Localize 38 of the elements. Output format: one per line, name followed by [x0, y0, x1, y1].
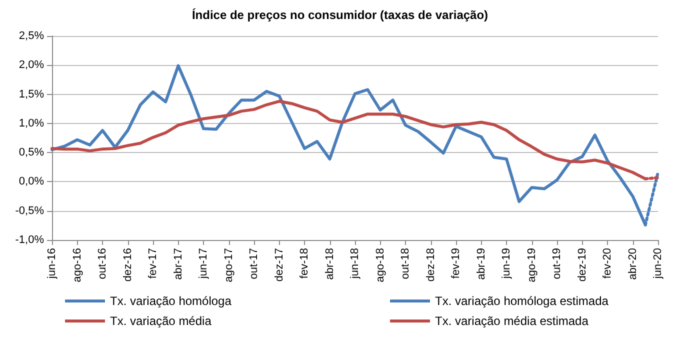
x-tick-label: fev-20 [602, 248, 614, 279]
legend-label: Tx. variação homóloga [110, 294, 232, 308]
x-tick-label: out-16 [96, 248, 108, 280]
x-tick-label: fev-17 [147, 248, 159, 279]
x-tick-label: jun-20 [652, 248, 664, 280]
x-tick-label: ago-17 [222, 248, 235, 282]
x-tick-label: abr-19 [475, 248, 488, 280]
x-tick-label: jun-16 [46, 248, 58, 280]
y-tick-label: 2,0% [18, 59, 44, 72]
x-tick-label: out-17 [248, 248, 260, 280]
x-tick-label: ago-19 [526, 248, 538, 282]
x-tick-label: abr-20 [626, 248, 639, 280]
x-tick-label: dez-16 [122, 248, 134, 282]
y-tick-label: 1,0% [18, 117, 44, 130]
x-tick-label: jun-19 [500, 248, 512, 280]
x-tick-label: out-18 [400, 248, 412, 280]
x-tick-label: ago-18 [374, 248, 386, 282]
y-tick-label: -0,5% [15, 204, 44, 217]
y-tick-label: 0,0% [18, 176, 44, 188]
legend-label: Tx. variação média [110, 314, 212, 328]
y-tick-label: -1,0% [15, 234, 44, 246]
y-tick-label: 2,5% [18, 30, 44, 42]
x-tick-label: dez-17 [273, 248, 286, 282]
x-tick-label: ago-16 [71, 248, 84, 282]
x-tick-label: jun-18 [349, 248, 361, 280]
legend-label: Tx. variação homóloga estimada [435, 294, 609, 308]
x-tick-label: jun-17 [198, 248, 210, 280]
x-tick-label: abr-18 [324, 248, 336, 280]
x-tick-label: dez-19 [576, 248, 588, 282]
x-tick-label: fev-18 [298, 248, 310, 279]
y-tick-label: 1,5% [18, 88, 44, 100]
x-tick-label: fev-19 [450, 248, 462, 279]
x-tick-label: out-19 [551, 248, 563, 280]
x-tick-label: abr-17 [172, 248, 184, 280]
y-tick-label: 0,5% [18, 146, 44, 159]
x-tick-label: dez-18 [424, 248, 437, 282]
chart-title: Índice de preços no consumidor (taxas de variação) [192, 8, 488, 22]
legend-label: Tx. variação média estimada [435, 314, 589, 328]
